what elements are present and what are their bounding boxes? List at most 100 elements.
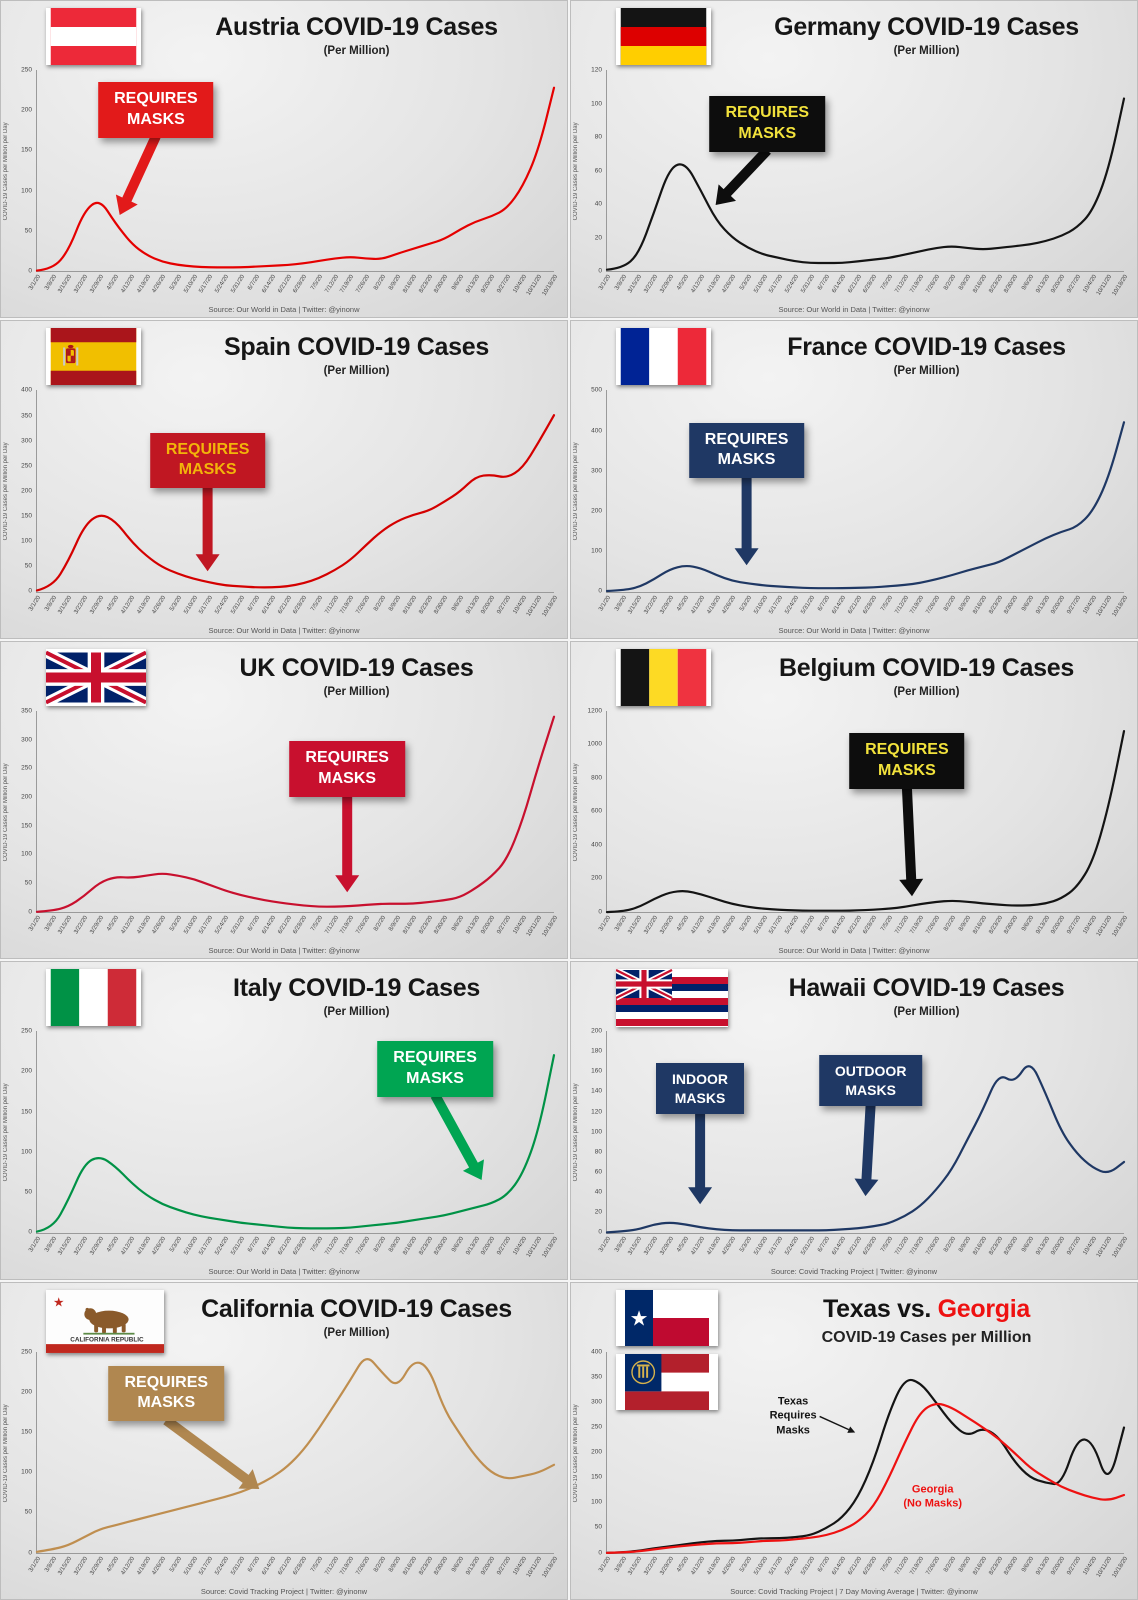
source-caption: Source: Our World in Data | Twitter: @yi… [208, 625, 360, 635]
x-tick-label: 6/7/20 [247, 594, 262, 613]
x-tick-label: 8/16/20 [972, 594, 989, 615]
spain-chart-panel: Spain COVID-19 Cases (Per Million) COVID… [0, 320, 568, 639]
panel-title: California COVID-19 Cases [201, 1294, 512, 1323]
x-tick-label: 9/13/20 [1035, 274, 1051, 295]
x-tick-label: 4/26/20 [151, 594, 168, 615]
x-tick-label: 6/21/20 [847, 1235, 863, 1256]
callout-line: MASKS [406, 1070, 464, 1088]
x-tick-label: 10/4/20 [1082, 274, 1098, 295]
x-tick-label: 7/26/20 [355, 1555, 372, 1577]
x-tick-label: 3/15/20 [627, 1555, 644, 1577]
y-tick-label: 50 [24, 1188, 32, 1196]
spain-flag [46, 328, 141, 386]
x-tick-label: 5/31/20 [800, 594, 816, 615]
chart-area: 0 200 400 600 800 1000 1200 3/1/20 3/8/20 3/15/20… [588, 707, 1130, 938]
x-tick-label: 6/28/20 [292, 1555, 309, 1577]
germany-chart-panel: Germany COVID-19 Cases (Per Million) COV… [570, 0, 1138, 319]
panel-header: Texas vs. Georgia COVID-19 Cases per Mil… [725, 1295, 1128, 1347]
x-tick-label: 4/19/20 [136, 1555, 152, 1577]
texas-flag: ★ [616, 1289, 718, 1346]
x-tick-label: 8/23/20 [988, 1235, 1004, 1256]
x-tick-label: 6/7/20 [247, 1555, 262, 1574]
x-tick-label: 3/22/20 [73, 594, 90, 615]
x-tick-label: 9/20/20 [480, 274, 497, 295]
x-tick-label: 7/5/20 [880, 594, 895, 613]
x-tick-label: 6/21/20 [847, 915, 863, 936]
x-tick-label: 9/13/20 [465, 1235, 481, 1256]
x-tick-label: 8/30/20 [433, 274, 450, 295]
y-tick-label: 300 [591, 1398, 602, 1406]
x-tick-label: 9/27/20 [1066, 915, 1083, 936]
y-tick-label: 0 [28, 1549, 32, 1557]
x-tick-label: 5/31/20 [800, 274, 816, 295]
x-tick-label: 3/22/20 [643, 594, 660, 615]
x-tick-label: 3/1/20 [598, 1555, 613, 1574]
panel-header: Hawaii COVID-19 Cases (Per Million) [725, 974, 1128, 1018]
chart-area: 0 20 40 60 80 100 120 3/1/20 3/8/20 3/15/20 3/22/2… [591, 67, 1129, 298]
x-tick-label: 4/19/20 [706, 915, 722, 936]
x-tick-label: 8/30/20 [1003, 274, 1020, 295]
x-tick-label: 8/16/20 [402, 1235, 419, 1256]
x-tick-label: 9/13/20 [1035, 594, 1051, 615]
x-tick-label: 3/29/20 [89, 594, 105, 615]
x-tick-label: 8/2/20 [372, 1235, 387, 1253]
x-tick-label: 9/6/20 [451, 274, 466, 292]
y-tick-label: 1000 [587, 740, 602, 748]
x-tick-label: 8/30/20 [1003, 594, 1020, 615]
x-tick-label: 3/8/20 [613, 594, 628, 613]
title-part: Texas vs. [822, 1294, 938, 1323]
chart-area: 0 50 100 150 200 250 300 350 400 3/1/20 3/8/20 3/15… [21, 387, 559, 618]
chart-area: 0 20 40 60 80 100 120 140 160 180 200 3/1/20 3/8/20 3… [591, 1028, 1129, 1259]
panel-header: UK COVID-19 Cases (Per Million) [155, 654, 558, 698]
x-tick-label: 8/16/20 [972, 1555, 989, 1577]
x-tick-label: 4/12/20 [120, 1555, 137, 1577]
x-tick-label: 8/23/20 [988, 594, 1004, 615]
source-caption: Source: Our World in Data | Twitter: @yi… [208, 305, 360, 315]
chart-area: 0 50 100 150 200 250 3/1/20 3/8/20 3/15/20 3/22/2… [21, 67, 559, 298]
y-axis-title: COVID-19 Cases per Million per Day [573, 762, 579, 862]
y-tick-label: 200 [21, 793, 32, 801]
x-tick-label: 6/14/20 [261, 594, 278, 615]
x-tick-label: 7/12/20 [324, 274, 340, 295]
x-tick-label: 5/17/20 [198, 1555, 215, 1577]
flag-container [616, 969, 728, 1028]
x-tick-label: 5/24/20 [784, 274, 801, 295]
flag-container [46, 328, 141, 386]
y-tick-label: 60 [594, 1168, 602, 1176]
x-tick-label: 10/18/20 [1111, 1555, 1130, 1579]
x-tick-label: 4/12/20 [120, 915, 137, 936]
texas-georgia-chart-panel: ★ Texas vs. Georgia COVID-19 Cases per M… [570, 1281, 1138, 1600]
x-tick-label: 5/31/20 [230, 1555, 246, 1577]
x-tick-label: 4/5/20 [676, 594, 691, 613]
x-tick-label: 7/26/20 [925, 915, 942, 936]
y-tick-label: 250 [21, 66, 32, 74]
x-tick-label: 8/16/20 [402, 594, 419, 615]
x-tick-label: 3/29/20 [659, 594, 675, 615]
x-tick-label: 6/28/20 [862, 1555, 879, 1577]
x-tick-label: 7/5/20 [880, 274, 895, 292]
georgia-annotation: Georgia (No Masks) [903, 1482, 962, 1511]
x-tick-label: 5/10/20 [183, 594, 199, 615]
x-tick-label: 10/18/20 [541, 1555, 560, 1579]
x-tick-label: 3/15/20 [57, 1555, 74, 1577]
x-tick-label: 3/29/20 [659, 274, 675, 295]
y-axis-title: COVID-19 Cases per Million per Day [573, 122, 579, 221]
x-tick-label: 9/20/20 [480, 594, 497, 615]
callout-line: MASKS [318, 769, 377, 787]
y-axis-title: COVID-19 Cases per Million per Day [3, 1083, 9, 1182]
x-tick-label: 8/9/20 [958, 915, 973, 933]
x-tick-label: 6/7/20 [817, 1235, 832, 1253]
x-tick-label: 9/27/20 [1066, 594, 1083, 615]
y-tick-label: 400 [591, 841, 602, 849]
x-tick-label: 4/12/20 [690, 594, 707, 615]
x-tick-label: 10/18/20 [1111, 594, 1130, 618]
x-tick-label: 8/16/20 [402, 274, 419, 295]
y-tick-label: 1200 [587, 707, 602, 715]
y-tick-label: 180 [591, 1047, 602, 1055]
callout-line: REQUIRES [393, 1049, 477, 1067]
x-tick-label: 6/7/20 [247, 1235, 262, 1253]
x-tick-label: 3/15/20 [627, 915, 644, 936]
uk-flag [46, 648, 146, 706]
y-tick-label: 100 [591, 100, 602, 107]
x-tick-label: 7/12/20 [324, 1235, 340, 1256]
